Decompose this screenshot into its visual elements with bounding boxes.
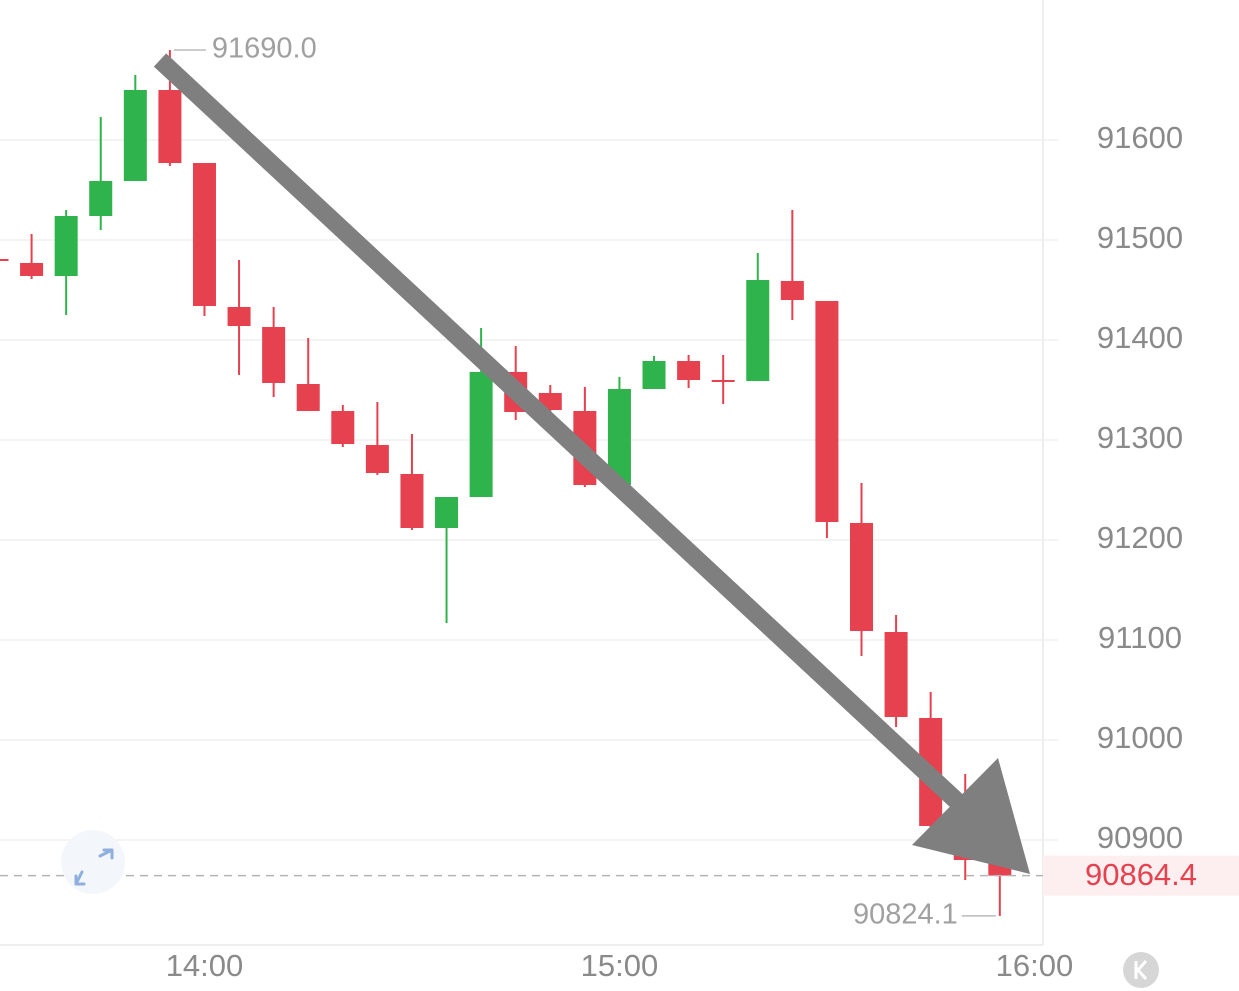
- candle-body: [89, 181, 113, 216]
- candle-body: [192, 163, 216, 306]
- y-tick-label: 91100: [1098, 620, 1182, 655]
- candle-body: [227, 307, 251, 326]
- y-tick-label: 91300: [1097, 420, 1183, 455]
- expand-circle[interactable]: [61, 830, 125, 894]
- candle-body: [365, 445, 389, 473]
- candle-body: [642, 361, 666, 389]
- last-price-label: 90864.4: [1085, 857, 1197, 892]
- arrow-shaft: [153, 53, 982, 825]
- annotation-label: 91690.0: [212, 33, 317, 65]
- candle-body: [815, 301, 839, 522]
- arrow-head: [912, 758, 1030, 874]
- candle-body: [54, 216, 78, 276]
- candle-body: [780, 281, 804, 300]
- k-icon[interactable]: [1134, 960, 1148, 980]
- x-tick-label: 14:00: [166, 948, 244, 983]
- y-tick-label: 91600: [1097, 120, 1183, 155]
- candle-body: [850, 523, 873, 631]
- candle-body: [158, 90, 182, 163]
- expand-icon[interactable]: [74, 848, 114, 886]
- candle-body: [469, 372, 493, 497]
- last-price-box: [1043, 855, 1239, 896]
- candle-body: [435, 497, 459, 528]
- candle-body: [20, 263, 44, 276]
- candle-body: [711, 380, 735, 382]
- y-tick-label: 91000: [1097, 720, 1183, 755]
- candle-body: [746, 280, 770, 381]
- overlay: 91690.0 90824.1 90864.4: [0, 33, 1239, 931]
- annotation-label: 90824.1: [853, 899, 958, 931]
- x-tick-label: 15:00: [581, 948, 659, 983]
- trend-arrow: [153, 53, 1030, 874]
- y-tick-label: 90900: [1097, 820, 1183, 855]
- candle-body: [262, 327, 286, 383]
- candle-body: [607, 389, 631, 485]
- candle-body: [123, 90, 147, 181]
- candle-body: [884, 632, 908, 717]
- k-button[interactable]: [1123, 952, 1159, 988]
- candle-body: [331, 411, 355, 444]
- candle-body: [400, 474, 424, 528]
- y-tick-label: 91400: [1097, 320, 1183, 355]
- expand-button[interactable]: [61, 830, 125, 894]
- candle-body: [0, 259, 9, 261]
- y-tick-label: 91200: [1097, 520, 1183, 555]
- candle-body: [296, 384, 320, 411]
- y-tick-label: 91500: [1097, 220, 1183, 255]
- grid: 90900 91000 91100 91200 91300 91400 91500 91600…: [0, 120, 1183, 983]
- candle-body: [677, 361, 701, 380]
- k-circle[interactable]: [1123, 952, 1159, 988]
- x-tick-label: 16:00: [996, 948, 1074, 983]
